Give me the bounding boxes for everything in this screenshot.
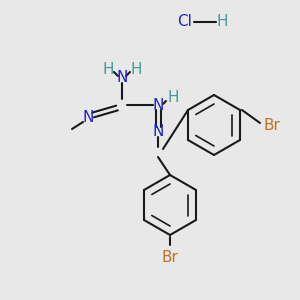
Text: N: N	[152, 98, 164, 112]
Text: N: N	[116, 70, 128, 86]
Text: N: N	[82, 110, 94, 124]
Text: N: N	[152, 124, 164, 140]
Text: H: H	[102, 62, 114, 77]
Text: Br: Br	[264, 118, 280, 133]
Text: H: H	[167, 89, 179, 104]
Text: H: H	[216, 14, 228, 29]
Text: Cl: Cl	[178, 14, 192, 29]
Text: Br: Br	[162, 250, 178, 265]
Text: H: H	[130, 62, 142, 77]
